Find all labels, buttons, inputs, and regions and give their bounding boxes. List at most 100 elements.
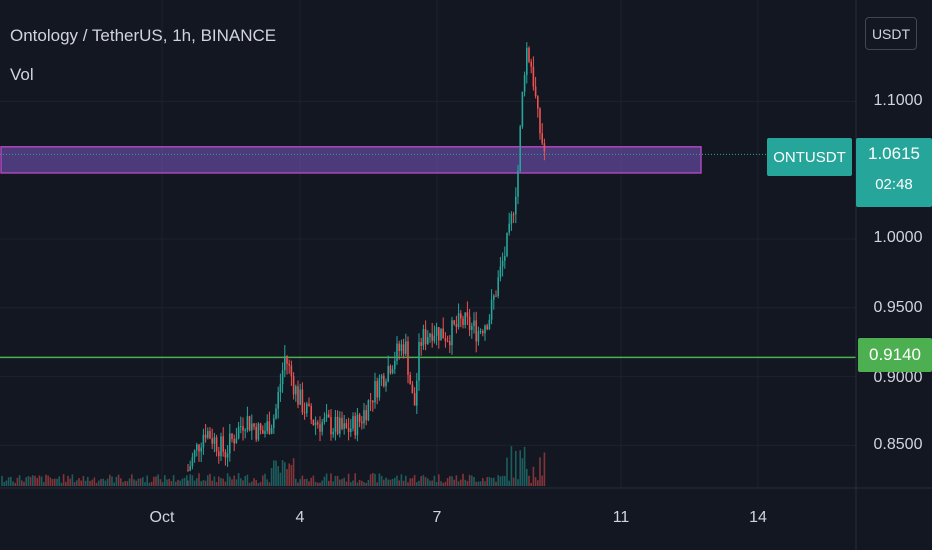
volume-bar	[521, 458, 524, 486]
volume-bar	[58, 476, 60, 486]
volume-bar	[422, 475, 425, 486]
candle-body	[444, 338, 447, 341]
candle-body	[438, 327, 440, 341]
resistance-zone[interactable]	[0, 146, 702, 174]
candle-body	[303, 412, 306, 414]
candle-body	[475, 320, 477, 342]
support-price-tag[interactable]: 0.9140	[858, 338, 932, 372]
volume-bar	[122, 482, 124, 486]
volume-bar	[512, 477, 515, 486]
volume-bar	[332, 481, 334, 486]
candle-body	[367, 400, 370, 421]
volume-bar	[275, 460, 277, 486]
candle-body	[347, 427, 350, 433]
candle-body	[519, 126, 521, 171]
volume-bar	[490, 477, 493, 486]
volume-bar	[299, 479, 301, 486]
candle-body	[356, 414, 359, 436]
volume-bar	[528, 475, 530, 486]
volume-bar	[420, 476, 422, 486]
volume-bar	[172, 475, 175, 486]
volume-bar	[43, 482, 45, 486]
volume-bar	[317, 482, 319, 486]
candle-body	[464, 312, 466, 325]
volume-bar	[166, 479, 168, 486]
volume-bar	[7, 477, 10, 486]
candle-body	[479, 331, 482, 333]
candle-body	[295, 386, 297, 395]
volume-bar	[424, 477, 427, 486]
volume-bar	[14, 482, 16, 486]
volume-bar	[356, 482, 359, 486]
volume-bar	[142, 477, 144, 486]
volume-bar	[537, 480, 539, 486]
volume-bar	[334, 475, 337, 486]
volume-bar	[193, 480, 196, 486]
volume-bar	[34, 475, 36, 486]
volume-bar	[358, 479, 361, 486]
volume-bar	[354, 473, 356, 486]
volume-bar	[71, 474, 74, 486]
candle-body	[273, 418, 275, 428]
volume-bar	[543, 452, 546, 486]
symbol-price-tag[interactable]: ONTUSDT	[767, 138, 852, 176]
last-price-tag[interactable]: 1.0615 02:48	[856, 138, 932, 207]
volume-bar	[69, 478, 71, 486]
volume-bar	[314, 481, 317, 486]
candle-body	[517, 170, 519, 197]
candle-body	[539, 108, 541, 134]
volume-bar	[530, 482, 532, 486]
candle-body	[442, 328, 444, 339]
candle-body	[466, 312, 469, 317]
candle-body	[354, 416, 356, 436]
volume-bar	[389, 479, 392, 486]
volume-bar	[189, 474, 191, 486]
volume-bar	[126, 481, 129, 486]
volume-indicator-label[interactable]: Vol	[10, 65, 34, 84]
volume-bar	[402, 480, 405, 486]
volume-bar	[363, 482, 365, 486]
price-axis-label: 1.1000	[873, 92, 923, 109]
candle-body	[213, 437, 216, 444]
candle-body	[187, 470, 189, 472]
volume-bar	[350, 482, 352, 486]
candle-body	[226, 453, 229, 458]
volume-bar	[297, 482, 299, 486]
chart-title[interactable]: Ontology / TetherUS, 1h, BINANCE	[10, 26, 277, 45]
candle-body	[493, 295, 495, 300]
volume-bar	[361, 480, 363, 486]
volume-bar	[473, 477, 475, 486]
volume-bar	[12, 481, 14, 486]
candle-body	[482, 331, 484, 334]
volume-bar	[477, 481, 480, 486]
candle-body	[451, 320, 453, 346]
currency-button[interactable]: USDT	[865, 17, 917, 50]
volume-bar	[98, 480, 100, 486]
candle-body	[332, 431, 334, 435]
candle-body	[266, 421, 268, 432]
volume-bar	[321, 480, 323, 486]
candle-body	[262, 429, 264, 434]
volume-bar	[290, 464, 293, 486]
candle-body	[317, 422, 319, 425]
candle-body	[222, 436, 224, 452]
time-axis-label: 11	[612, 509, 630, 526]
candle-body	[427, 337, 429, 344]
candle-body	[325, 414, 328, 418]
candle-body	[376, 381, 378, 398]
candle-body	[473, 320, 475, 326]
candle-body	[215, 437, 218, 452]
volume-bar	[233, 475, 235, 486]
volume-bar	[526, 468, 528, 486]
candle-body	[259, 423, 262, 430]
last-price-value: 1.0615	[868, 144, 920, 163]
candle-body	[446, 340, 449, 342]
volume-bar	[378, 473, 381, 486]
volume-bar	[179, 480, 181, 486]
volume-bar	[62, 474, 65, 486]
volume-bar	[5, 480, 8, 486]
volume-bar	[411, 478, 414, 486]
volume-bar	[446, 478, 449, 486]
candle-body	[233, 438, 235, 444]
